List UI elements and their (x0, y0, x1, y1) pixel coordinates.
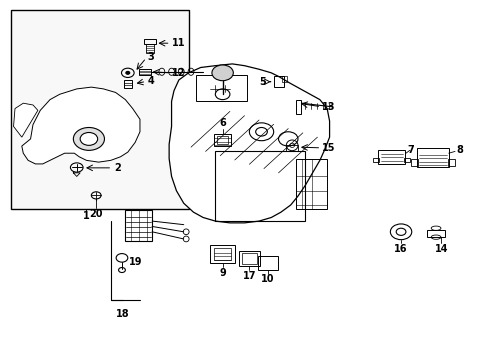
Text: 18: 18 (116, 309, 129, 319)
Bar (295, 100, 301, 114)
Text: 2: 2 (114, 163, 121, 173)
Text: 4: 4 (147, 76, 154, 86)
Bar (216, 136, 228, 144)
Text: 8: 8 (455, 145, 462, 156)
Bar (427, 230, 444, 237)
Bar (139, 69, 150, 75)
Polygon shape (169, 64, 329, 223)
Text: 19: 19 (129, 257, 142, 267)
Text: 5: 5 (259, 77, 266, 87)
Text: 14: 14 (434, 244, 447, 254)
Circle shape (73, 127, 104, 150)
Bar (282, 76, 286, 82)
Text: 3: 3 (147, 52, 154, 62)
Text: 15: 15 (322, 143, 335, 153)
Bar (286, 145, 297, 151)
Bar (273, 76, 284, 87)
Bar (213, 248, 231, 260)
Text: 9: 9 (219, 267, 225, 278)
Bar (145, 44, 153, 53)
Bar (447, 159, 454, 166)
Text: 17: 17 (242, 271, 256, 281)
Bar (11, 10, 188, 208)
Text: 6: 6 (219, 118, 225, 128)
Bar (416, 148, 448, 167)
Text: 20: 20 (89, 208, 103, 219)
Text: 10: 10 (261, 274, 274, 284)
Circle shape (125, 71, 129, 74)
Bar (242, 253, 256, 264)
Bar (403, 158, 409, 162)
Bar (124, 80, 132, 88)
Polygon shape (14, 103, 38, 137)
Bar (213, 134, 231, 146)
Circle shape (80, 132, 98, 145)
Bar (377, 150, 404, 164)
Text: 1: 1 (83, 211, 90, 221)
Text: 13: 13 (322, 102, 335, 112)
Bar (125, 210, 152, 241)
Bar (372, 158, 378, 162)
Circle shape (211, 65, 233, 81)
Bar (196, 75, 246, 102)
Polygon shape (22, 87, 140, 164)
Bar (215, 152, 305, 221)
Bar (143, 39, 155, 44)
Text: 16: 16 (393, 244, 407, 254)
Text: 12: 12 (171, 68, 184, 78)
Bar (210, 246, 234, 263)
Bar (258, 256, 277, 270)
Text: 7: 7 (407, 145, 413, 155)
Bar (295, 158, 326, 208)
Bar (238, 251, 260, 266)
Text: 11: 11 (171, 38, 184, 48)
Bar (410, 159, 417, 166)
